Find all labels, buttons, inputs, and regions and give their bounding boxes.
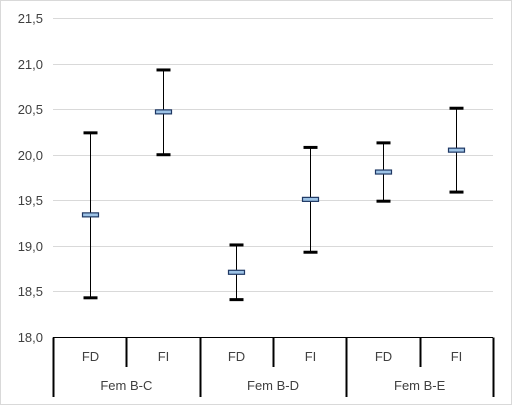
error-bar-item bbox=[154, 68, 173, 157]
error-bar-item bbox=[81, 131, 100, 300]
y-tick-label: 21,5 bbox=[18, 11, 43, 26]
y-tick-label: 21,0 bbox=[18, 57, 43, 72]
x-category-label: FD bbox=[375, 349, 392, 364]
x-group-label: Fem B-E bbox=[394, 378, 446, 393]
x-category-label: FI bbox=[305, 349, 317, 364]
mean-marker bbox=[154, 109, 173, 115]
y-tick-label: 18,5 bbox=[18, 284, 43, 299]
x-group-label: Fem B-C bbox=[100, 378, 152, 393]
x-axis-category-labels: FD FI FD FI FD FI Fem B-C Fem B-D Fem B-E bbox=[82, 349, 462, 393]
x-axis bbox=[52, 337, 495, 397]
y-tick-label: 19,5 bbox=[18, 193, 43, 208]
y-tick-label: 18,0 bbox=[18, 330, 43, 345]
error-bar-item bbox=[301, 145, 320, 254]
gridlines bbox=[53, 18, 493, 292]
y-tick-label: 20,0 bbox=[18, 148, 43, 163]
x-category-label: FD bbox=[228, 349, 245, 364]
mean-marker bbox=[81, 212, 100, 218]
mean-marker bbox=[374, 169, 393, 175]
error-bar-item bbox=[227, 243, 246, 302]
y-axis-tick-labels: 18,0 18,5 19,0 19,5 20,0 20,5 21,0 21,5 bbox=[18, 11, 43, 345]
y-tick-label: 19,0 bbox=[18, 239, 43, 254]
x-category-label: FI bbox=[158, 349, 170, 364]
mean-marker bbox=[301, 196, 320, 202]
error-bar-series bbox=[81, 68, 466, 302]
x-category-label: FD bbox=[82, 349, 99, 364]
x-category-label: FI bbox=[451, 349, 463, 364]
y-tick-label: 20,5 bbox=[18, 102, 43, 117]
x-group-label: Fem B-D bbox=[247, 378, 299, 393]
error-bar-item bbox=[374, 141, 393, 203]
mean-marker bbox=[227, 269, 246, 275]
error-bar-item bbox=[447, 106, 466, 194]
mean-marker bbox=[447, 147, 466, 153]
